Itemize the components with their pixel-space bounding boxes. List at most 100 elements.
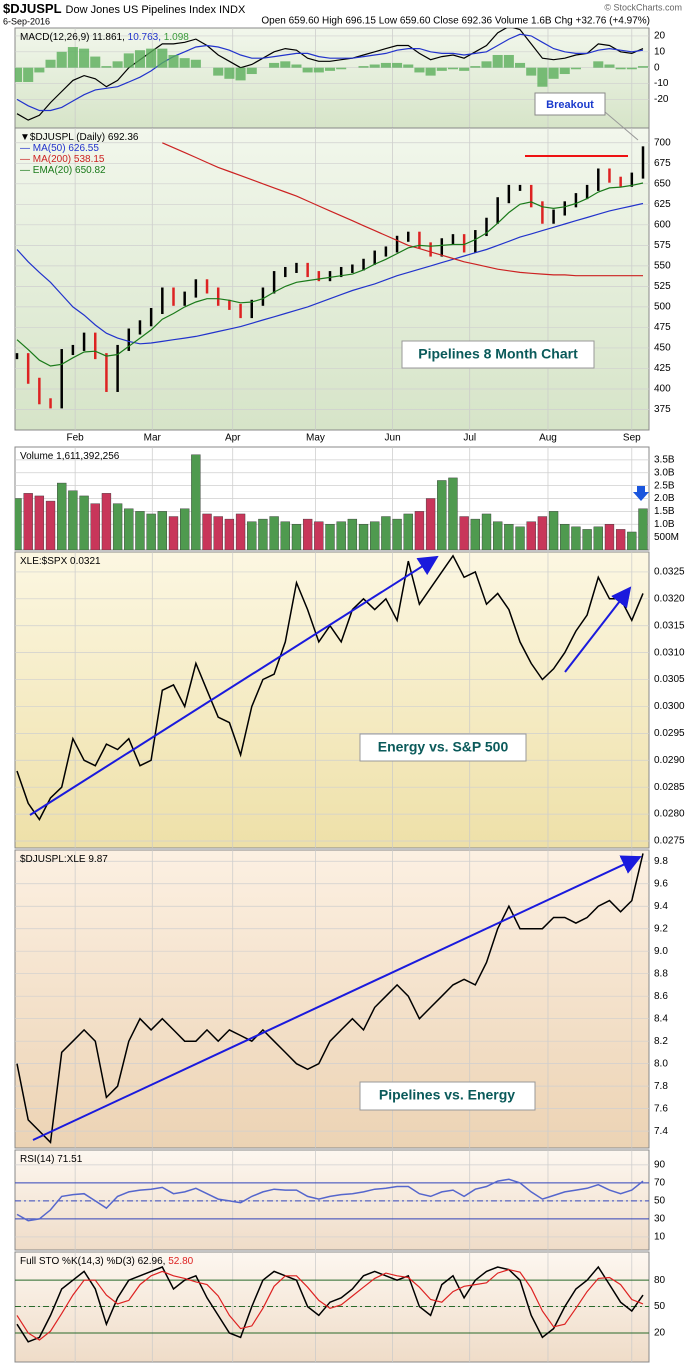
y-tick-label: 9.2 xyxy=(654,923,668,934)
volume-bar xyxy=(504,524,514,550)
histogram-bar xyxy=(101,66,112,68)
y-tick-label: 0.0275 xyxy=(654,836,685,847)
volume-bar xyxy=(627,531,637,550)
legend-item: Full STO %K(14,3) %D(3) 62.96, xyxy=(20,1256,165,1267)
legend: Full STO %K(14,3) %D(3) 62.96, 52.80 xyxy=(20,1256,194,1267)
y-tick-label: 8.4 xyxy=(654,1013,668,1024)
y-tick-label: 0.0305 xyxy=(654,674,685,685)
y-tick-label: 375 xyxy=(654,404,671,415)
series-line xyxy=(16,28,644,121)
marks xyxy=(15,454,648,550)
y-tick-label: 475 xyxy=(654,322,671,333)
volume-bar xyxy=(247,521,257,550)
volume-bar xyxy=(135,511,145,550)
volume-bar xyxy=(515,526,525,550)
histogram-bar xyxy=(369,64,380,68)
y-tick-label: 425 xyxy=(654,363,671,374)
y-tick-label: 50 xyxy=(654,1301,666,1312)
symbol: $DJUSPL xyxy=(3,1,62,16)
y-tick-label: 0 xyxy=(654,62,660,73)
volume-bar xyxy=(593,526,603,550)
volume-bar xyxy=(15,498,22,550)
marks xyxy=(16,1265,644,1343)
panel: 500M 1.0B 1.5B 2.0B 2.5B 3.0B3.5B Volume 1,611… xyxy=(14,446,679,551)
histogram-bar xyxy=(637,66,649,68)
source: © StockCharts.com xyxy=(604,2,682,12)
y-tick-label: 8.0 xyxy=(654,1058,668,1069)
histogram-bar xyxy=(459,67,470,71)
y-tick-label: 0.0325 xyxy=(654,567,685,578)
histogram-bar xyxy=(570,67,581,70)
legend-item: 10.763, xyxy=(125,32,161,43)
y-tick-label: 90 xyxy=(654,1160,666,1171)
y-tick-label: 8.8 xyxy=(654,968,668,979)
annotation-text: Pipelines vs. Energy xyxy=(379,1087,515,1103)
index-name: Dow Jones US Pipelines Index INDX xyxy=(66,4,246,16)
volume-bar xyxy=(90,503,100,550)
volume-bar xyxy=(470,518,480,550)
volume-bar xyxy=(235,513,246,550)
marks xyxy=(16,853,644,1145)
volume-bar xyxy=(358,524,369,550)
volume-bar xyxy=(213,516,223,550)
legend-item: 52.80 xyxy=(165,1256,193,1267)
histogram-bar xyxy=(146,48,157,68)
volume-bar xyxy=(68,490,78,550)
histogram-bar xyxy=(526,67,537,76)
legend: $DJUSPL:XLE 9.87 xyxy=(20,854,108,865)
series-line xyxy=(16,202,644,345)
histogram-bar xyxy=(358,66,369,68)
quote: Open 659.60 High 696.15 Low 659.60 Close… xyxy=(261,16,650,27)
annotation-text: Pipelines 8 Month Chart xyxy=(418,346,578,362)
y-tick-label: 30 xyxy=(654,1214,666,1225)
volume-bar xyxy=(79,495,89,550)
histogram-bar xyxy=(503,54,514,68)
y-tick-label: 80 xyxy=(654,1275,666,1286)
marks xyxy=(15,142,645,409)
volume-bar xyxy=(560,524,570,550)
legend-item: Volume 1,611,392,256 xyxy=(20,451,120,462)
y-tick-label: 9.0 xyxy=(654,946,668,957)
histogram-bar xyxy=(425,67,436,76)
y-tick-label: 10 xyxy=(654,46,666,57)
y-tick-label: 0.0280 xyxy=(654,809,685,820)
volume-bar xyxy=(168,516,179,550)
histogram-bar xyxy=(157,48,168,68)
y-tick-label: 9.4 xyxy=(654,901,668,912)
trend-arrow xyxy=(32,855,642,1141)
x-tick-label: Jul xyxy=(463,433,476,444)
volume-bar xyxy=(604,524,615,550)
volume-bar xyxy=(370,521,380,550)
histogram-bar xyxy=(559,67,570,75)
y-tick-label: 1.5B xyxy=(654,506,675,517)
volume-bar xyxy=(325,524,335,550)
legend-item: ▼$DJUSPL (Daily) 692.36 xyxy=(20,132,139,143)
legend-item: MACD(12,26,9) 11.861, xyxy=(20,32,125,43)
y-tick-label: 0.0295 xyxy=(654,728,685,739)
histogram-bar xyxy=(56,51,67,68)
histogram-bar xyxy=(235,67,246,81)
volume-bar xyxy=(459,516,469,550)
y-tick-label: 20 xyxy=(654,31,666,42)
histogram-bar xyxy=(280,61,291,68)
histogram-bar xyxy=(324,67,336,71)
volume-bar xyxy=(112,503,123,550)
y-tick-label: 675 xyxy=(654,158,671,169)
histogram-bar xyxy=(179,58,190,68)
y-tick-label: 20 xyxy=(654,1328,666,1339)
histogram-bar xyxy=(615,67,626,70)
x-tick-label: Aug xyxy=(539,433,557,444)
volume-bar xyxy=(493,521,503,550)
y-tick-label: 1.0B xyxy=(654,519,675,530)
histogram-bar xyxy=(492,54,503,68)
histogram-bar xyxy=(313,67,324,73)
histogram-bar xyxy=(436,67,447,71)
panel-background xyxy=(14,1149,650,1251)
x-tick-label: Apr xyxy=(225,433,241,444)
volume-bar xyxy=(392,518,402,550)
y-tick-label: 400 xyxy=(654,384,671,395)
y-tick-label: 8.2 xyxy=(654,1036,668,1047)
volume-bar xyxy=(45,500,56,550)
legend: Volume 1,611,392,256 xyxy=(20,451,120,462)
